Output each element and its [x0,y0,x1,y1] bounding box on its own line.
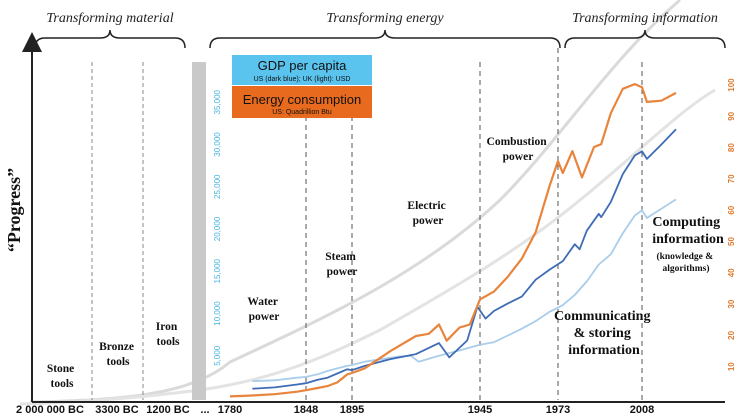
progress-trend-upper [29,0,681,404]
left-tick-15000: 15,000 [213,258,222,283]
phase-steam-power: Steam power [325,251,359,278]
left-tick-25000: 25,000 [213,174,222,199]
phase-bronze-tools: Bronze tools [99,341,137,368]
progress-trend-lower [19,88,716,406]
phase-water-power: Water power [247,296,280,323]
left-tick-5000: 5,000 [213,345,222,366]
left-tick-35000: 35,000 [213,89,222,114]
right-tick-80: 80 [727,143,736,152]
phase-electric-power: Electric power [407,200,448,227]
brace-information [564,29,726,49]
left-tick-20000: 20,000 [213,216,222,241]
legend: GDP per capita US (dark blue); UK (light… [232,55,372,118]
x-tick-1200bc: 1200 BC [146,404,189,416]
series-us-gdp-per-capita-usd [252,128,677,390]
x-tick-1848: 1848 [294,404,318,416]
series-us-energy-consumption-quadrillion-btu [229,83,677,398]
phase-iron-tools: Iron tools [156,321,180,348]
right-tick-60: 60 [727,205,736,214]
value-axis-ticks: 5,000 10,000 15,000 20,000 25,000 30,000 35,00… [213,78,736,371]
right-tick-20: 20 [727,330,736,339]
era-title-energy: Transforming energy [326,11,444,26]
left-tick-10000: 10,000 [213,301,222,326]
x-tick-1945: 1945 [468,404,492,416]
phase-stone-tools: Stone tools [47,363,77,390]
right-tick-30: 30 [727,299,736,308]
legend-energy-subtitle: US: Quadrillion Btu [272,109,332,116]
legend-energy-box [232,86,372,118]
legend-gdp-title: GDP per capita [258,58,347,73]
phase-computing-information: Computing information [652,215,724,247]
y-axis-label: “Progress” [4,168,24,252]
right-tick-50: 50 [727,237,736,246]
era-title-material: Transforming material [46,11,173,26]
x-tick-1780: 1780 [218,404,242,416]
phase-combustion-power: Combustion power [487,136,550,163]
x-tick-2008: 2008 [630,404,654,416]
modern-dividers: 1780 1848 1895 1945 1973 2008 [218,48,654,416]
x-tick-2000000bc: 2 000 000 BC [16,404,84,416]
legend-gdp-subtitle: US (dark blue); UK (light): USD [254,76,351,83]
legend-energy-title: Energy consumption [243,92,362,107]
phase-computing-subtitle: (knowledge & algorithms) [656,251,715,274]
x-tick-1973: 1973 [546,404,570,416]
right-tick-70: 70 [727,174,736,183]
era-title-information: Transforming information [572,11,718,26]
right-tick-40: 40 [727,268,736,277]
x-tick-1895: 1895 [340,404,364,416]
data-series [229,83,677,398]
x-tick-ellipsis: ... [200,404,209,416]
series-uk-gdp-per-capita-usd [252,198,677,382]
brace-energy [209,29,561,49]
brace-material [34,29,186,49]
right-tick-90: 90 [727,111,736,120]
legend-gdp-box [232,55,372,85]
right-tick-100: 100 [727,78,736,92]
phase-communicating-information: Communicating & storing information [554,309,654,358]
left-tick-30000: 30,000 [213,132,222,157]
axis-break-band [192,62,206,400]
right-tick-10: 10 [727,362,736,371]
x-tick-3300bc: 3300 BC [95,404,138,416]
